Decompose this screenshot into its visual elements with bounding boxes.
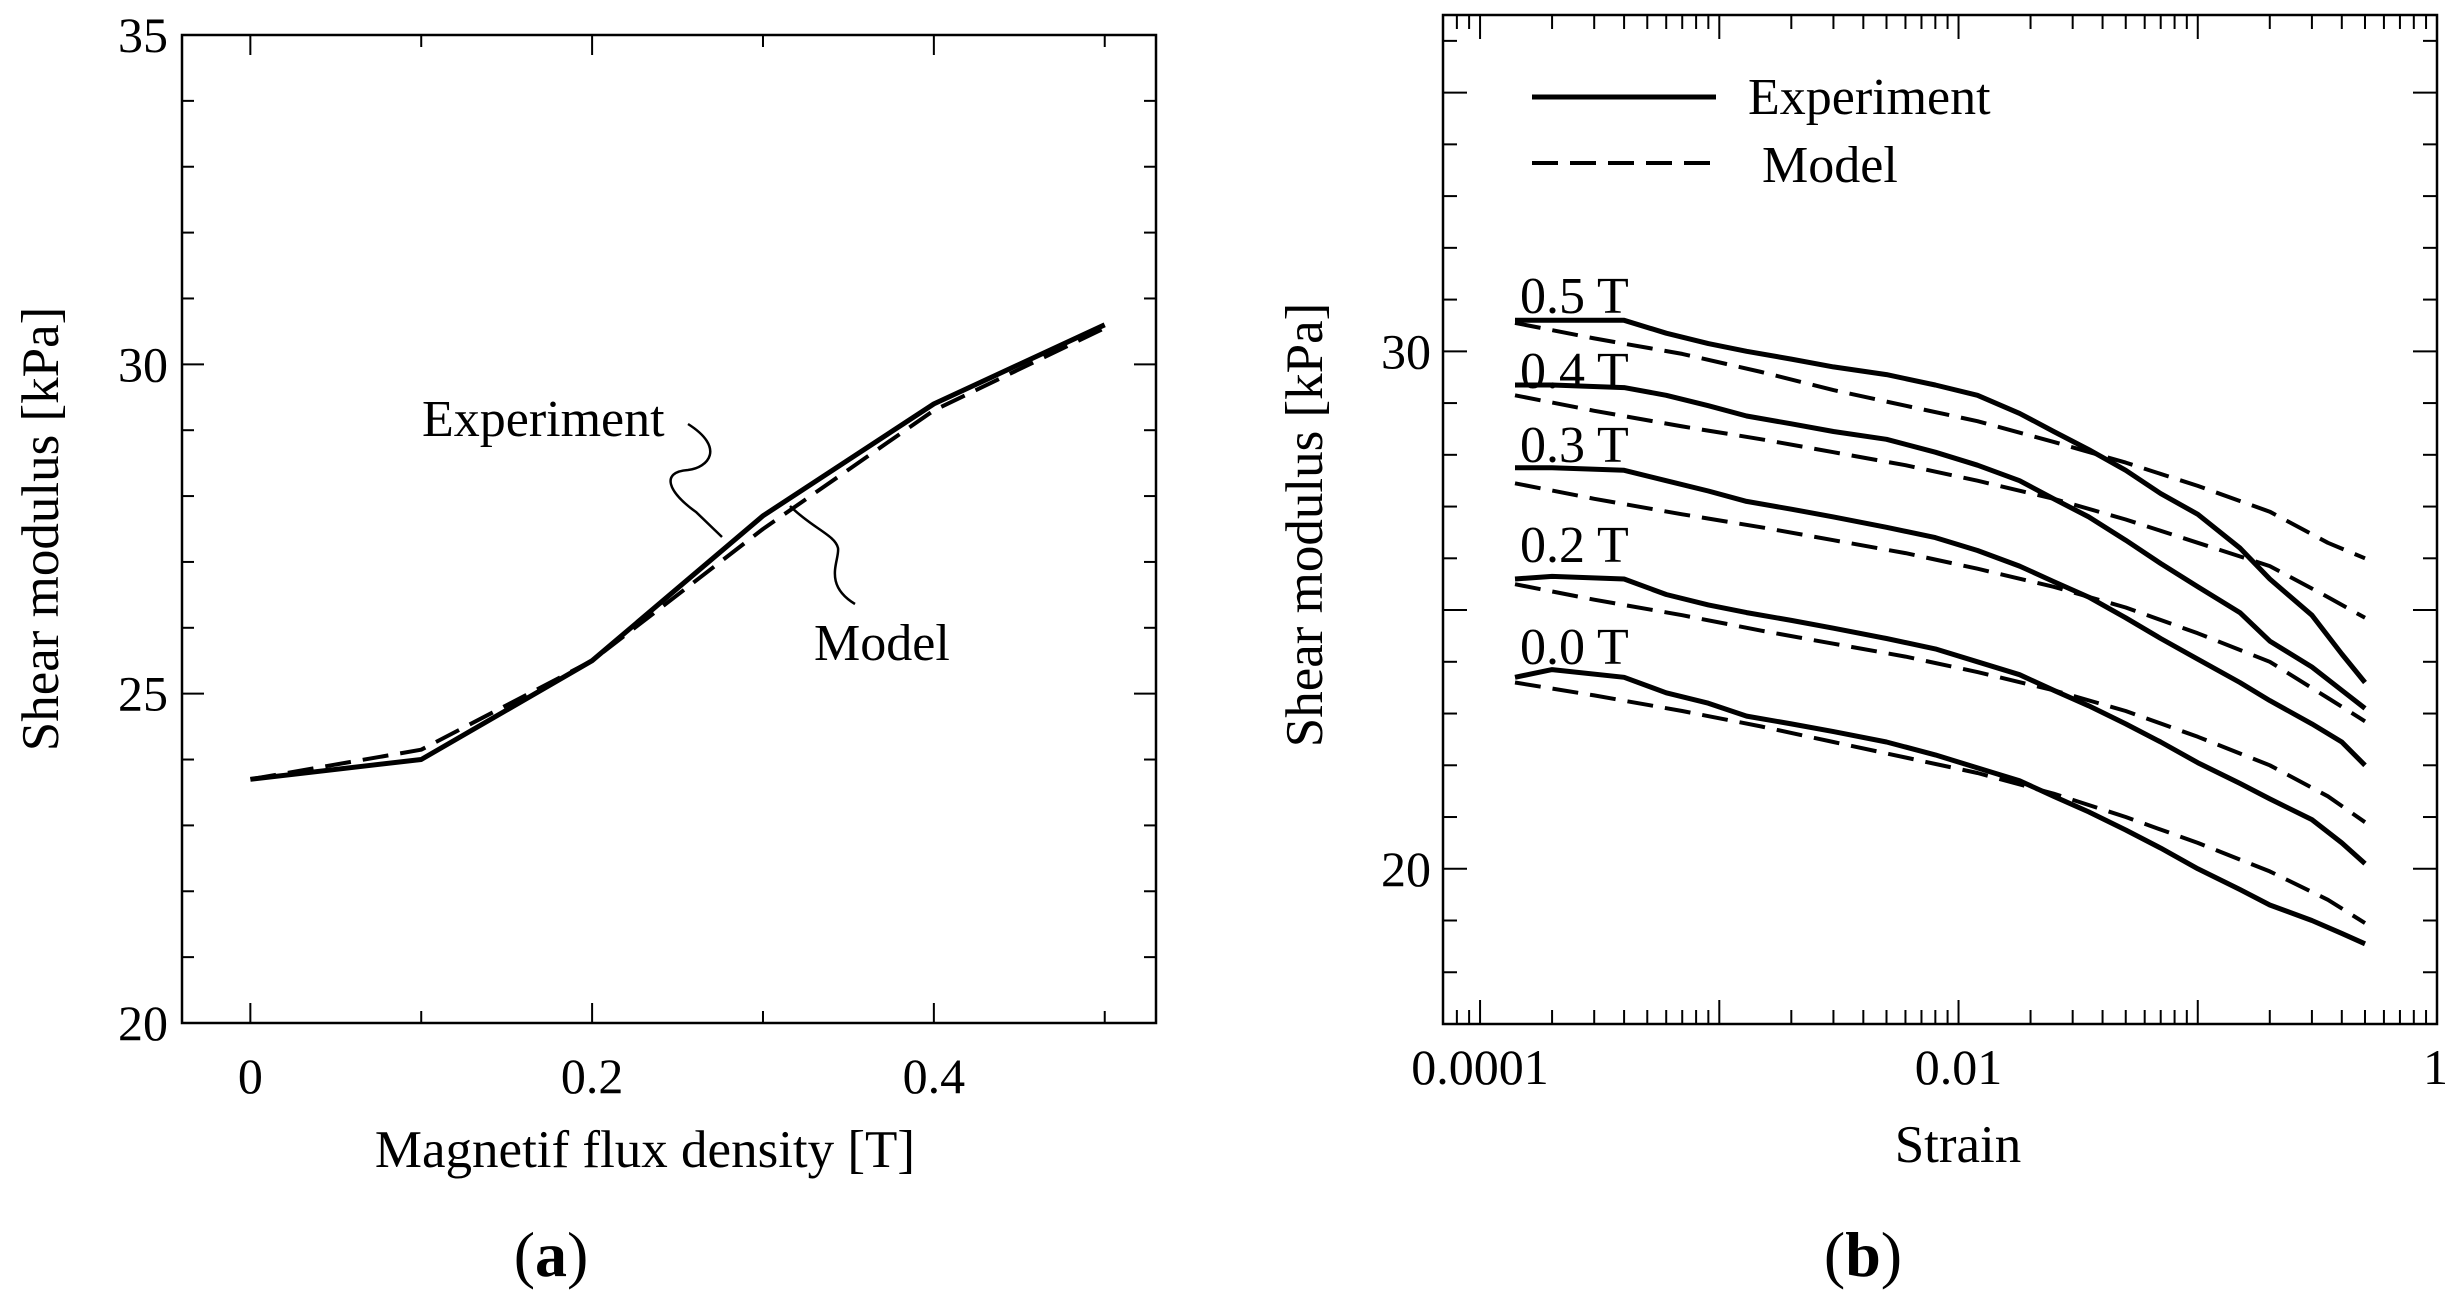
leader-line-experiment	[669, 422, 723, 538]
x-axis-label-b: Strain	[1895, 1116, 2022, 1174]
annotation-model-a: Model	[814, 615, 950, 672]
y-axis-label-a: Shear modulus [kPa]	[12, 307, 70, 752]
legend-label-model: Model	[1762, 137, 1898, 194]
curve-label-0.2T: 0.2 T	[1520, 517, 1629, 574]
series-group-a	[250, 322, 1106, 782]
plot-frame-b	[1441, 13, 2439, 1026]
panel-label-b: (b)	[1824, 1219, 1902, 1290]
x-axis-ticks-b: 0.0001 0.01 1	[1411, 15, 2448, 1095]
annotation-experiment-a: Experiment	[422, 391, 665, 448]
leader-line-model	[789, 505, 856, 606]
x-tick-label-b: 0.01	[1915, 1039, 2003, 1095]
curve-label-0.0T: 0.0 T	[1520, 619, 1629, 676]
y-tick-label-a: 25	[118, 666, 168, 722]
y-axis-label-b: Shear modulus [kPa]	[1276, 303, 1334, 748]
series-a-model	[250, 326, 1106, 782]
curve-label-0.3T: 0.3 T	[1520, 417, 1629, 474]
series-group-b	[1514, 317, 2367, 947]
y-tick-label-b: 20	[1381, 841, 1431, 897]
x-tick-label-b: 1	[2423, 1039, 2448, 1095]
x-tick-label-a: 0.4	[903, 1048, 966, 1104]
series-b-0-4-t-experiment	[1515, 382, 2367, 711]
plot-frame-a	[180, 33, 1158, 1025]
legend-b: Experiment Model	[1532, 69, 1991, 194]
series-b-0-3-t-model	[1514, 481, 2367, 723]
series-b-0-5-t-model	[1514, 320, 2366, 561]
x-axis-label-a: Magnetif flux density [T]	[375, 1121, 915, 1179]
x-tick-label-b: 0.0001	[1411, 1039, 1549, 1095]
series-b-0-0-t-model	[1514, 680, 2367, 925]
panel-a-chart: 20 25 30 35 0 0.2 0.4 Magnetif flux density […	[12, 7, 1158, 1290]
x-tick-label-a: 0	[238, 1048, 263, 1104]
curve-label-0.5T: 0.5 T	[1520, 268, 1629, 325]
series-b-0-2-t-experiment	[1514, 573, 2367, 866]
y-tick-label-a: 30	[118, 336, 168, 392]
y-tick-label-a: 20	[118, 995, 168, 1051]
series-b-0-3-t-experiment	[1515, 465, 2367, 768]
y-tick-label-a: 35	[118, 7, 168, 63]
series-b-0-2-t-model	[1514, 582, 2367, 824]
panel-label-a: (a)	[514, 1219, 589, 1290]
series-b-0-0-t-experiment	[1514, 667, 2367, 947]
x-tick-label-a: 0.2	[561, 1048, 624, 1104]
x-axis-ticks-a: 0 0.2 0.4	[238, 35, 1106, 1104]
y-tick-label-b: 30	[1381, 323, 1431, 379]
series-a-experiment	[250, 322, 1106, 782]
curve-label-0.4T: 0.4 T	[1520, 343, 1629, 400]
legend-label-experiment: Experiment	[1748, 69, 1991, 126]
series-b-0-5-t-experiment	[1515, 317, 2367, 685]
series-b-0-4-t-model	[1514, 393, 2366, 620]
y-axis-ticks-a: 20 25 30 35	[118, 7, 1156, 1051]
